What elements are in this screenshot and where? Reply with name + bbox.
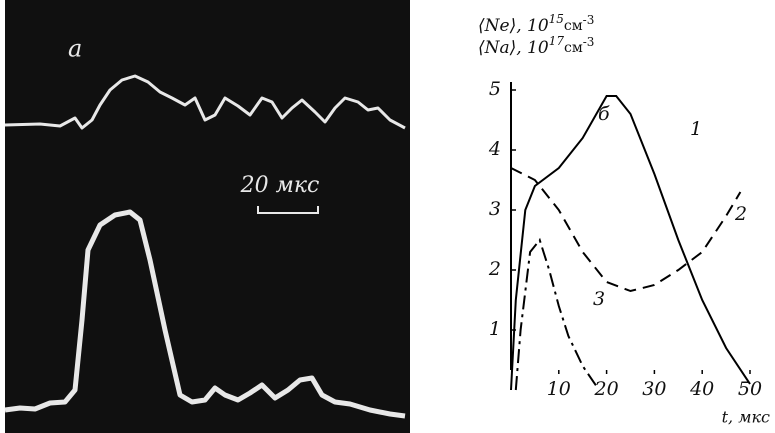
- label-base: ⟨Nе⟩, 10: [478, 16, 549, 36]
- panel-label: а: [68, 35, 82, 63]
- data-line: [511, 96, 750, 390]
- oscillogram: а 20 мкс: [5, 0, 410, 433]
- y-tick-label: 5: [489, 78, 501, 100]
- y-tick-label: 1: [489, 318, 501, 340]
- curve-label: 3: [593, 288, 605, 310]
- x-tick-label: 20: [594, 378, 619, 400]
- data-line: [516, 240, 597, 390]
- label-base: ⟨Nа⟩, 10: [478, 38, 549, 58]
- y-tick-label: 3: [489, 198, 501, 220]
- y-tick-label: 2: [488, 258, 501, 280]
- x-axis-label: t, мкс: [722, 408, 770, 427]
- label-unit: см: [564, 18, 583, 34]
- curve-label: 1: [690, 118, 702, 140]
- page: {"oscillogram": {"label": "а", "scale_la…: [0, 0, 775, 433]
- y-axis-label: ⟨Nа⟩, 1017см-3: [478, 34, 594, 58]
- x-tick-label: 10: [547, 378, 571, 400]
- curve-label: 2: [734, 203, 747, 225]
- y-tick-label: 4: [488, 138, 501, 160]
- photo-background: [5, 0, 410, 433]
- y-axis-label: ⟨Nе⟩, 1015см-3: [478, 12, 594, 36]
- label-exponent: 17: [549, 34, 565, 48]
- label-unit-exponent: -3: [583, 35, 595, 49]
- figure: а 20 мкс б ⟨Nе⟩, 1015см-3⟨Nа⟩, 1017см-31…: [0, 0, 775, 433]
- data-line: [511, 168, 740, 291]
- x-tick-label: 40: [689, 378, 714, 400]
- x-tick-label: 50: [738, 378, 762, 400]
- label-exponent: 15: [549, 12, 564, 26]
- label-unit: см: [564, 40, 583, 56]
- scale-label: 20 мкс: [240, 173, 320, 198]
- label-unit-exponent: -3: [583, 13, 595, 27]
- x-tick-label: 30: [642, 378, 666, 400]
